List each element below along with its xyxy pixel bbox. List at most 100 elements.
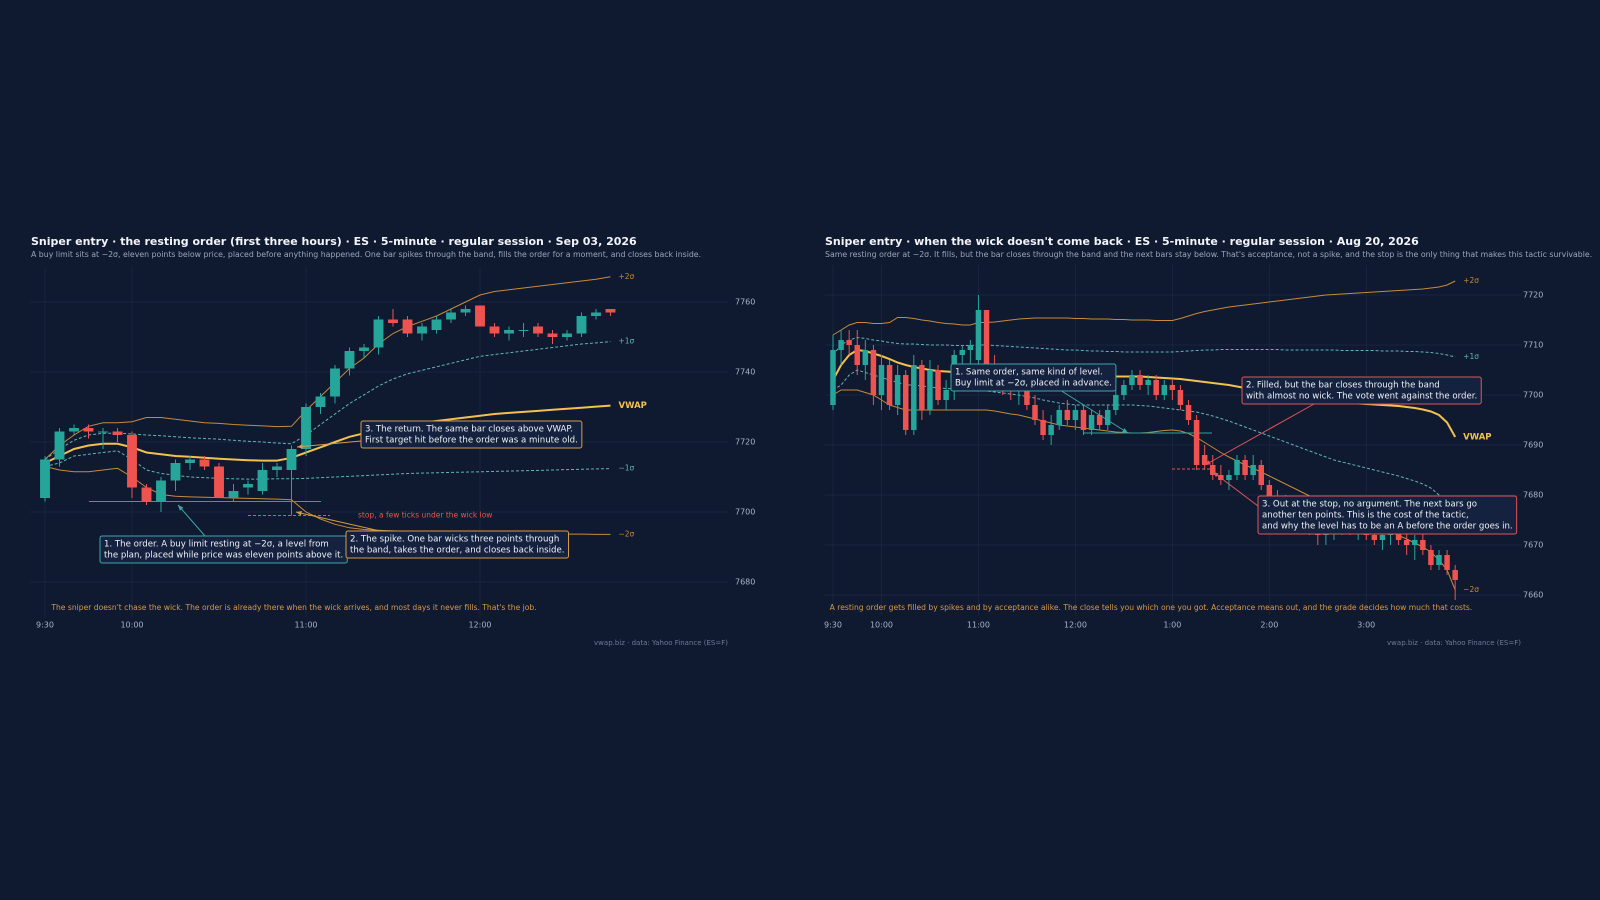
candle-body: [1210, 465, 1216, 475]
candle-body: [1080, 410, 1087, 430]
chart-title: Sniper entry · when the wick doesn't com…: [825, 235, 1419, 248]
candle-body: [894, 375, 901, 405]
band-label: +2σ: [1463, 276, 1479, 285]
candle-body: [1201, 455, 1208, 465]
candle-body: [562, 333, 572, 337]
candle-body: [127, 435, 137, 488]
band-label: +1σ: [1463, 352, 1479, 361]
y-tick-label: 7710: [1523, 341, 1543, 350]
candle-body: [1266, 485, 1273, 500]
candle-body: [919, 365, 925, 410]
candle-body: [373, 319, 384, 348]
candle-body: [156, 480, 166, 502]
candle-body: [1452, 570, 1458, 580]
candle-body: [1428, 550, 1434, 565]
candle-body: [935, 370, 941, 400]
annotation: 3. Out at the stop, no argument. The nex…: [1257, 495, 1518, 535]
annotation: 3. The return. The same bar closes above…: [360, 420, 583, 449]
candle-body: [967, 345, 974, 350]
candle-body: [83, 428, 94, 432]
candle-body: [983, 310, 990, 365]
candle-body: [69, 428, 79, 432]
candle-body: [330, 368, 340, 397]
annotation-arrow: [295, 511, 381, 532]
candle-body: [1153, 380, 1159, 395]
candle-body: [1258, 465, 1264, 485]
candle-body: [886, 365, 893, 405]
annotation-text: the band, takes the order, and closes ba…: [350, 546, 565, 556]
candle-body: [199, 459, 210, 467]
candle-body: [1113, 395, 1119, 410]
candle-body: [1032, 405, 1038, 420]
candle-body: [1104, 410, 1111, 425]
candle-body: [1250, 465, 1256, 475]
annotation: 1. The order. A buy limit resting at −2σ…: [99, 535, 348, 564]
candle-body: [959, 350, 966, 355]
candle-body: [943, 390, 949, 400]
candle-body: [878, 365, 885, 395]
candle-body: [1436, 555, 1442, 565]
candle-body: [854, 345, 860, 365]
x-tick-label: 9:30: [36, 621, 54, 630]
x-tick-label: 12:00: [468, 621, 491, 630]
annotation-text: 3. Out at the stop, no argument. The nex…: [1262, 500, 1477, 510]
candle-body: [1064, 410, 1071, 420]
annotation-box: [1257, 495, 1518, 535]
candle-body: [605, 309, 616, 313]
annotation-text: 2. Filled, but the bar closes through th…: [1246, 381, 1440, 391]
x-tick-label: 10:00: [870, 621, 893, 630]
candle-body: [460, 309, 471, 313]
annotation: 1. Same order, same kind of level.Buy li…: [950, 363, 1117, 392]
candle-body: [830, 350, 836, 405]
chart-subtitle: A buy limit sits at −2σ, eleven points b…: [31, 250, 701, 259]
annotation-arrow: [177, 504, 206, 537]
y-tick-label: 7700: [735, 508, 755, 517]
annotation-text: and why the level has to be an A before …: [1262, 522, 1513, 532]
chart-source: vwap.biz · data: Yahoo Finance (ES=F): [594, 639, 728, 647]
candle-body: [846, 340, 852, 345]
candle-body: [388, 319, 398, 323]
annotation-text: with almost no wick. The vote went again…: [1246, 392, 1477, 402]
candle-body: [1395, 530, 1402, 540]
candle-body: [975, 310, 982, 360]
annotation-text: 3. The return. The same bar closes above…: [365, 425, 573, 435]
arrow-head: [296, 510, 302, 516]
x-tick-label: 12:00: [1064, 621, 1087, 630]
candle-body: [359, 347, 369, 351]
arrow-head: [1213, 472, 1219, 478]
band-line: [832, 369, 1456, 523]
candle-body: [1242, 460, 1248, 475]
candle-body: [1088, 415, 1095, 430]
candle-body: [1177, 390, 1184, 405]
band-line: [44, 341, 611, 460]
band-label: +2σ: [619, 272, 635, 281]
candle-body: [518, 330, 529, 331]
annotation: 2. The spike. One bar wicks three points…: [345, 530, 570, 559]
chart-source: vwap.biz · data: Yahoo Finance (ES=F): [1387, 639, 1521, 647]
y-tick-label: 7660: [1523, 591, 1543, 600]
annotation: 2. Filled, but the bar closes through th…: [1241, 376, 1482, 405]
y-tick-label: 7680: [735, 578, 755, 587]
candle-body: [286, 449, 297, 470]
level-label: stop, a few ticks under the wick low: [358, 511, 492, 520]
candle-body: [1121, 385, 1127, 395]
x-tick-label: 3:00: [1357, 621, 1375, 630]
annotation-box: [360, 420, 583, 449]
y-tick-label: 7720: [735, 438, 755, 447]
candle-body: [927, 370, 933, 410]
x-tick-label: 9:30: [824, 621, 842, 630]
candle-body: [272, 466, 282, 470]
candle-body: [1096, 415, 1103, 425]
candle-body: [315, 396, 326, 407]
candle-body: [417, 326, 427, 334]
band-line: [44, 276, 611, 460]
candle-body: [1161, 385, 1168, 395]
annotation-box: [950, 363, 1117, 392]
candle-body: [1412, 540, 1418, 545]
candle-body: [1403, 540, 1410, 545]
candle-body: [40, 459, 50, 498]
candle-body: [1145, 380, 1151, 385]
candle-body: [870, 350, 877, 395]
candle-body: [1226, 475, 1232, 480]
